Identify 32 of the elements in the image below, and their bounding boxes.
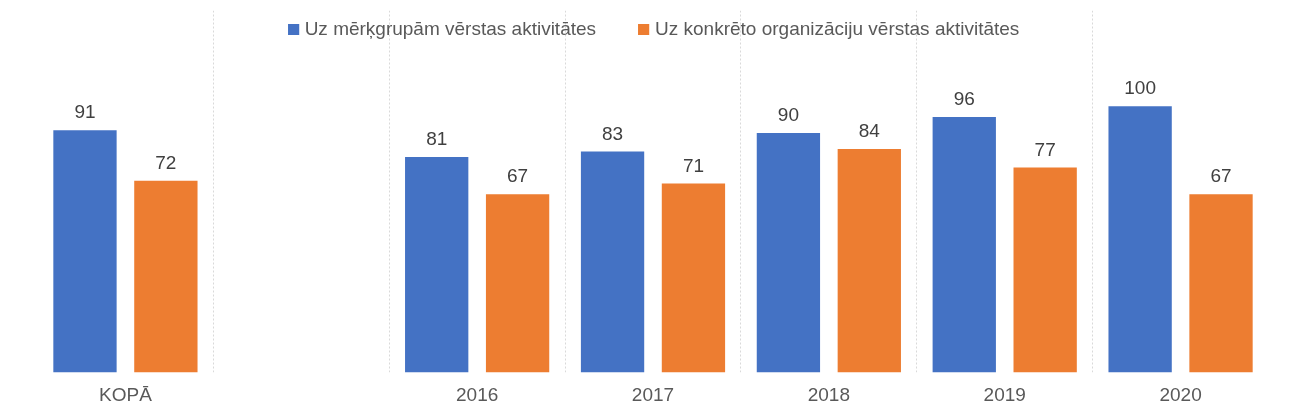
bar <box>837 148 901 373</box>
data-label: 96 <box>953 87 975 109</box>
bar <box>932 116 996 373</box>
bar <box>405 156 469 373</box>
data-label: 67 <box>1210 165 1232 187</box>
bar <box>1108 106 1172 373</box>
data-label: 84 <box>858 119 881 141</box>
bar <box>53 130 117 373</box>
data-label: 71 <box>682 154 705 176</box>
data-label: 91 <box>74 101 96 123</box>
bar <box>134 180 198 373</box>
bar <box>580 151 645 373</box>
data-label: 81 <box>426 127 448 149</box>
data-label: 77 <box>1034 138 1056 160</box>
legend-label: Uz konkrēto organizāciju vērstas aktivitātes <box>655 18 1020 40</box>
x-tick-label: 2020 <box>1159 383 1202 405</box>
data-label: 100 <box>1124 77 1156 99</box>
bar <box>1189 194 1253 373</box>
data-label: 90 <box>777 103 799 125</box>
bar <box>1013 167 1077 373</box>
x-tick-label: 2019 <box>983 383 1026 405</box>
data-label: 72 <box>155 151 177 173</box>
x-tick-label: KOPĀ <box>99 383 153 405</box>
bar <box>485 194 550 373</box>
bar <box>756 132 821 373</box>
legend-label: Uz mērķgrupām vērstas aktivitātes <box>304 18 597 40</box>
data-label: 67 <box>507 165 529 187</box>
x-tick-label: 2017 <box>631 383 675 405</box>
data-label: 83 <box>601 122 624 144</box>
x-tick-label: 2016 <box>456 383 499 405</box>
x-tick-label: 2018 <box>807 383 850 405</box>
bar <box>661 183 726 373</box>
